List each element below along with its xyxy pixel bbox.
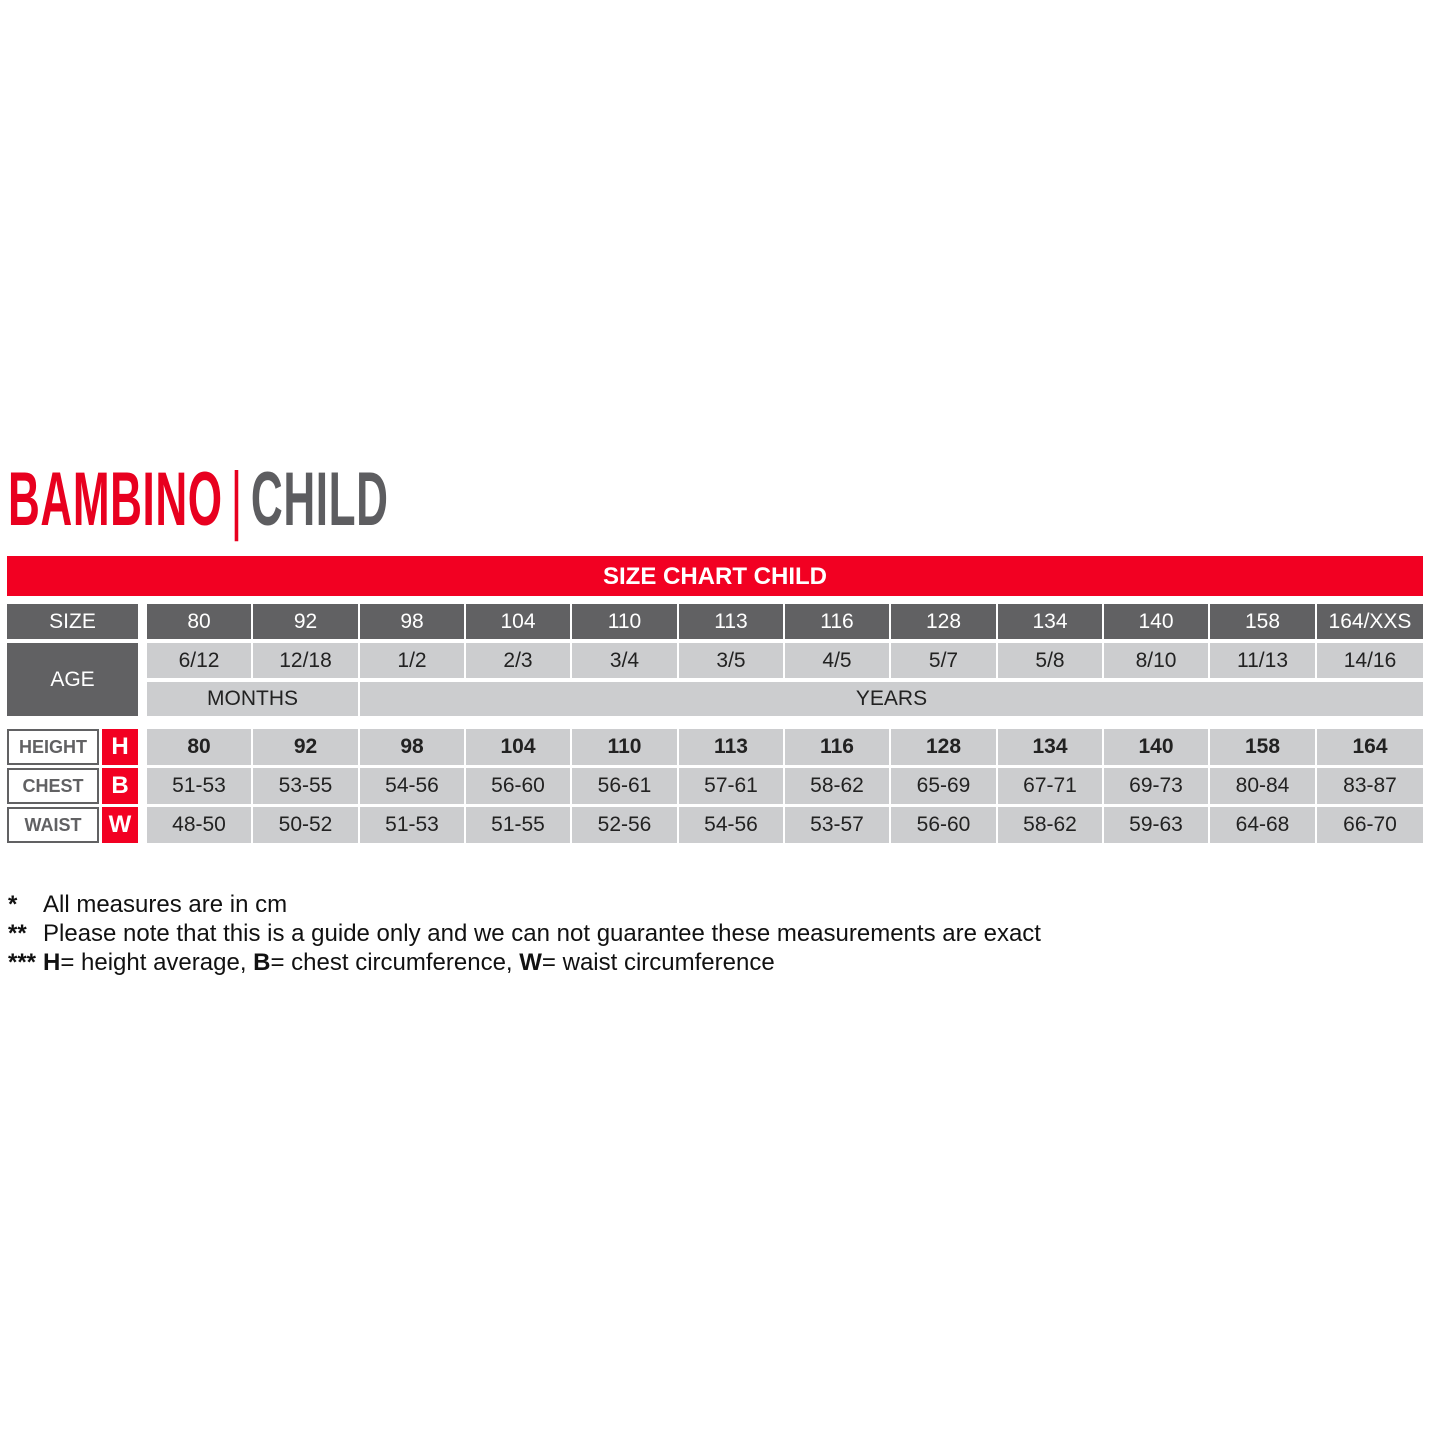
height-cell: 164	[1317, 729, 1423, 765]
size-cell: 128	[891, 604, 996, 639]
footnote-text: H= height average, B= chest circumferenc…	[43, 948, 775, 977]
title-brand: BAMBINO	[8, 457, 223, 542]
age-cell: 1/2	[360, 643, 464, 678]
age-unit-months: MONTHS	[147, 682, 358, 716]
size-cell: 134	[998, 604, 1102, 639]
size-label: SIZE	[7, 604, 138, 639]
chest-cell: 65-69	[891, 768, 996, 804]
waist-cell: 66-70	[1317, 807, 1423, 843]
size-cell: 80	[147, 604, 251, 639]
waist-letter-badge: W	[102, 807, 138, 843]
size-cell: 158	[1210, 604, 1315, 639]
waist-cell: 52-56	[572, 807, 677, 843]
height-cell: 104	[466, 729, 570, 765]
chest-cell: 67-71	[998, 768, 1102, 804]
chest-cell: 56-61	[572, 768, 677, 804]
height-cell: 158	[1210, 729, 1315, 765]
height-cell: 140	[1104, 729, 1208, 765]
size-cell: 92	[253, 604, 358, 639]
chest-cell: 58-62	[785, 768, 889, 804]
age-cell: 3/5	[679, 643, 783, 678]
height-cell: 134	[998, 729, 1102, 765]
footnotes: * All measures are in cm ** Please note tha…	[8, 890, 1041, 977]
footnote: * All measures are in cm	[8, 890, 1041, 919]
age-cell: 14/16	[1317, 643, 1423, 678]
title-subtitle: CHILD	[250, 457, 389, 542]
chest-letter-badge: B	[102, 768, 138, 804]
chest-cell: 56-60	[466, 768, 570, 804]
age-cell: 5/8	[998, 643, 1102, 678]
age-cell: 4/5	[785, 643, 889, 678]
chest-label: CHEST	[7, 768, 99, 804]
size-cell: 116	[785, 604, 889, 639]
footnote-text: All measures are in cm	[43, 891, 288, 918]
page-title: BAMBINO | CHILD	[8, 456, 388, 542]
abbreviation: B	[253, 949, 271, 976]
waist-cell: 64-68	[1210, 807, 1315, 843]
title-separator: |	[230, 457, 243, 542]
size-cell: 110	[572, 604, 677, 639]
size-cell: 140	[1104, 604, 1208, 639]
age-cell: 8/10	[1104, 643, 1208, 678]
waist-cell: 51-53	[360, 807, 464, 843]
height-label: HEIGHT	[7, 729, 99, 765]
footnote-text: Please note that this is a guide only an…	[43, 920, 1041, 947]
age-cell: 2/3	[466, 643, 570, 678]
footnote: ** Please note that this is a guide only …	[8, 919, 1041, 948]
waist-cell: 50-52	[253, 807, 358, 843]
age-label: AGE	[7, 643, 138, 716]
chest-cell: 80-84	[1210, 768, 1315, 804]
size-cell: 113	[679, 604, 783, 639]
waist-cell: 53-57	[785, 807, 889, 843]
footnote-marker: *	[8, 891, 18, 918]
waist-cell: 48-50	[147, 807, 251, 843]
waist-cell: 59-63	[1104, 807, 1208, 843]
waist-cell: 51-55	[466, 807, 570, 843]
size-chart-banner: SIZE CHART CHILD	[7, 556, 1423, 596]
age-cell: 5/7	[891, 643, 996, 678]
height-letter-badge: H	[102, 729, 138, 765]
height-cell: 98	[360, 729, 464, 765]
waist-cell: 58-62	[998, 807, 1102, 843]
size-cell: 98	[360, 604, 464, 639]
chest-cell: 57-61	[679, 768, 783, 804]
height-cell: 116	[785, 729, 889, 765]
age-cell: 11/13	[1210, 643, 1315, 678]
footnote: *** H= height average, B= chest circumfer…	[8, 948, 1041, 977]
waist-cell: 54-56	[679, 807, 783, 843]
chest-cell: 69-73	[1104, 768, 1208, 804]
age-cell: 6/12	[147, 643, 251, 678]
chest-cell: 83-87	[1317, 768, 1423, 804]
abbreviation: W	[519, 949, 542, 976]
height-cell: 110	[572, 729, 677, 765]
age-cell: 12/18	[253, 643, 358, 678]
size-cell: 164/XXS	[1317, 604, 1423, 639]
age-cell: 3/4	[572, 643, 677, 678]
height-cell: 80	[147, 729, 251, 765]
chest-cell: 53-55	[253, 768, 358, 804]
chest-cell: 51-53	[147, 768, 251, 804]
waist-cell: 56-60	[891, 807, 996, 843]
abbreviation: H	[43, 949, 61, 976]
size-cell: 104	[466, 604, 570, 639]
height-cell: 113	[679, 729, 783, 765]
abbreviation-meaning: = height average,	[60, 949, 254, 976]
chest-cell: 54-56	[360, 768, 464, 804]
height-cell: 128	[891, 729, 996, 765]
abbreviation-meaning: = waist circumference	[541, 949, 775, 976]
waist-label: WAIST	[7, 807, 99, 843]
age-unit-years: YEARS	[360, 682, 1423, 716]
height-cell: 92	[253, 729, 358, 765]
abbreviation-meaning: = chest circumference,	[270, 949, 520, 976]
footnote-marker: **	[8, 920, 27, 947]
footnote-marker: ***	[8, 949, 37, 976]
